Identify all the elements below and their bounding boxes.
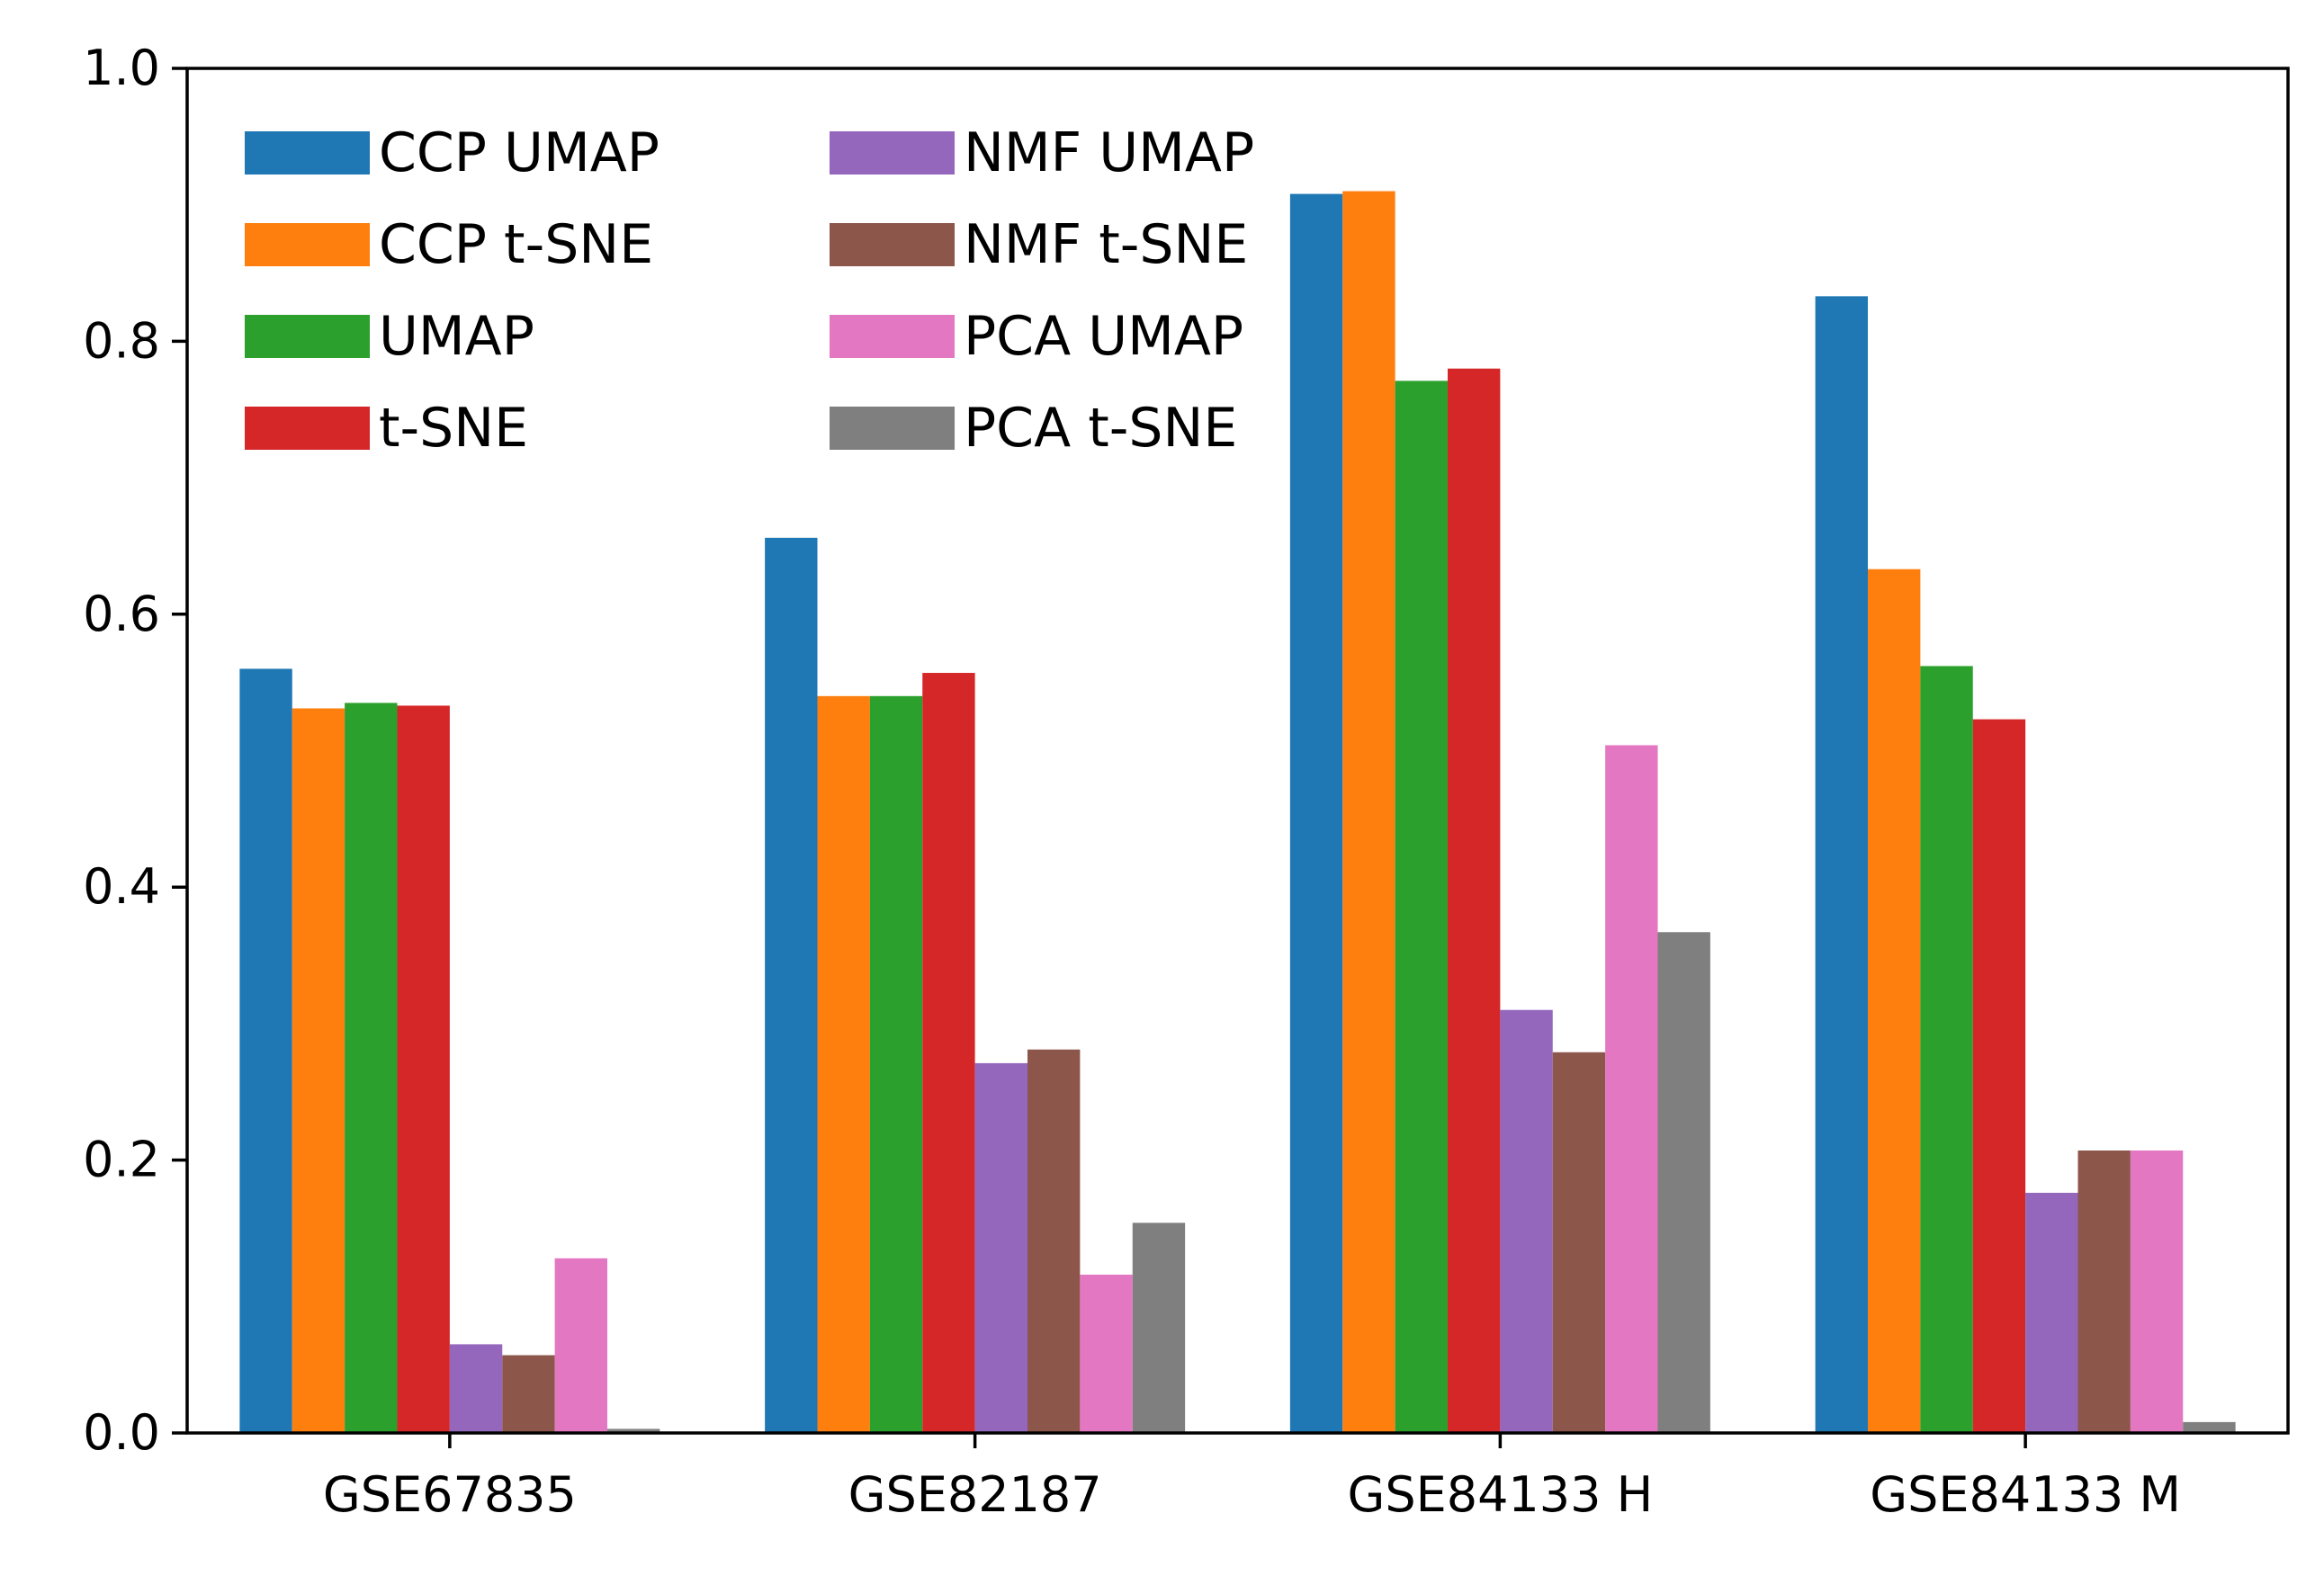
plot-frame: [185, 67, 2290, 1435]
legend-swatch: [245, 407, 370, 450]
x-tick-label: GSE84133 M: [1870, 1466, 2181, 1523]
bar-6-3: [1552, 1052, 1606, 1433]
bar-3-1: [345, 703, 398, 1433]
y-tick-label: 0.0: [83, 1404, 160, 1461]
bar-1-1: [239, 668, 292, 1433]
legend-swatch: [245, 223, 370, 266]
bar-2-3: [1342, 191, 1395, 1433]
bar-8-4: [2183, 1421, 2236, 1433]
bar-5-3: [1500, 1009, 1553, 1433]
legend-label: NMF UMAP: [964, 121, 1254, 184]
bar-5-1: [449, 1344, 503, 1433]
x-tick-label: GSE67835: [323, 1466, 577, 1523]
bar-8-3: [1657, 932, 1710, 1433]
legend-swatch: [830, 407, 955, 450]
bar-4-4: [1972, 719, 2026, 1433]
y-tick-label: 0.6: [83, 586, 160, 642]
legend-label: CCP t-SNE: [379, 213, 653, 276]
bar-6-2: [1027, 1049, 1081, 1433]
bar-2-4: [1868, 569, 1921, 1433]
legend-label: UMAP: [379, 305, 534, 368]
bar-3-2: [869, 695, 923, 1433]
x-tick-label: GSE82187: [848, 1466, 1102, 1523]
bar-8-1: [607, 1428, 660, 1433]
legend-swatch: [245, 131, 370, 175]
bar-8-2: [1132, 1222, 1186, 1433]
bar-4-1: [397, 705, 450, 1433]
legend-label: PCA UMAP: [964, 305, 1243, 368]
legend-label: CCP UMAP: [379, 121, 660, 184]
bar-7-2: [1080, 1275, 1133, 1433]
bars-layer: [239, 191, 2236, 1434]
legend-swatch: [245, 315, 370, 358]
y-tick-label: 0.4: [83, 858, 160, 915]
bar-6-4: [2077, 1150, 2131, 1433]
bar-1-4: [1815, 296, 1868, 1433]
bar-7-4: [2130, 1150, 2184, 1433]
y-tick-label: 1.0: [83, 40, 160, 96]
legend-label: PCA t-SNE: [964, 397, 1237, 460]
bar-7-3: [1605, 745, 1658, 1433]
legend: CCP UMAP CCP t-SNE UMAP t-SNE NMF UMAP NMF t-…: [245, 121, 1254, 460]
bar-6-1: [502, 1355, 555, 1433]
bar-2-1: [292, 708, 345, 1433]
legend-label: t-SNE: [379, 397, 528, 460]
bar-7-1: [554, 1258, 607, 1433]
legend-swatch: [830, 223, 955, 266]
legend-swatch: [830, 131, 955, 175]
bar-5-4: [2025, 1193, 2078, 1433]
bar-4-3: [1448, 368, 1501, 1433]
bar-5-2: [974, 1062, 1027, 1433]
y-tick-label: 0.2: [83, 1132, 160, 1188]
legend-swatch: [830, 315, 955, 358]
bar-1-3: [1289, 193, 1343, 1434]
bar-3-4: [1920, 666, 1973, 1433]
axes-layer: 0.0 0.2 0.4 0.6 0.8 1.0 GSE67835 GSE82187 GSE841…: [83, 40, 2181, 1523]
bar-2-2: [817, 695, 870, 1433]
bar-1-2: [765, 537, 818, 1433]
y-tick-label: 0.8: [83, 312, 160, 369]
bar-4-2: [922, 673, 975, 1433]
legend-label: NMF t-SNE: [964, 213, 1248, 276]
bar-3-3: [1395, 381, 1448, 1433]
x-tick-label: GSE84133 H: [1347, 1466, 1653, 1523]
